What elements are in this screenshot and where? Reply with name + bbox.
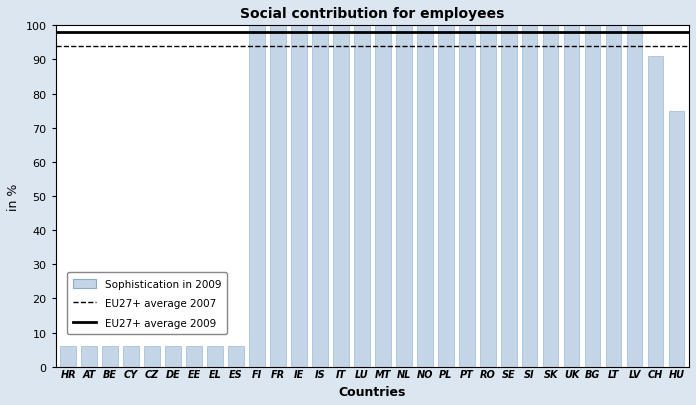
Bar — [606, 26, 622, 367]
Bar — [585, 26, 601, 367]
Bar — [144, 346, 160, 367]
Bar — [480, 26, 496, 367]
Bar — [102, 346, 118, 367]
Bar — [564, 26, 580, 367]
Bar — [228, 346, 244, 367]
Bar — [165, 346, 181, 367]
Bar — [647, 57, 663, 367]
Bar — [333, 26, 349, 367]
Bar — [669, 111, 684, 367]
Bar — [354, 26, 370, 367]
Bar — [626, 26, 642, 367]
Bar — [417, 26, 433, 367]
X-axis label: Countries: Countries — [339, 385, 406, 398]
Bar — [207, 346, 223, 367]
Legend: Sophistication in 2009, EU27+ average 2007, EU27+ average 2009: Sophistication in 2009, EU27+ average 20… — [67, 273, 228, 335]
Bar — [291, 26, 307, 367]
Bar — [249, 26, 264, 367]
Bar — [543, 26, 558, 367]
Bar — [375, 26, 390, 367]
Bar — [186, 346, 202, 367]
Bar — [123, 346, 139, 367]
Bar — [396, 26, 411, 367]
Title: Social contribution for employees: Social contribution for employees — [240, 7, 505, 21]
Bar — [501, 26, 516, 367]
Bar — [522, 26, 537, 367]
Bar — [270, 26, 286, 367]
Bar — [438, 26, 454, 367]
Bar — [61, 346, 76, 367]
Y-axis label: in %: in % — [7, 183, 20, 210]
Bar — [312, 26, 328, 367]
Bar — [459, 26, 475, 367]
Bar — [81, 346, 97, 367]
